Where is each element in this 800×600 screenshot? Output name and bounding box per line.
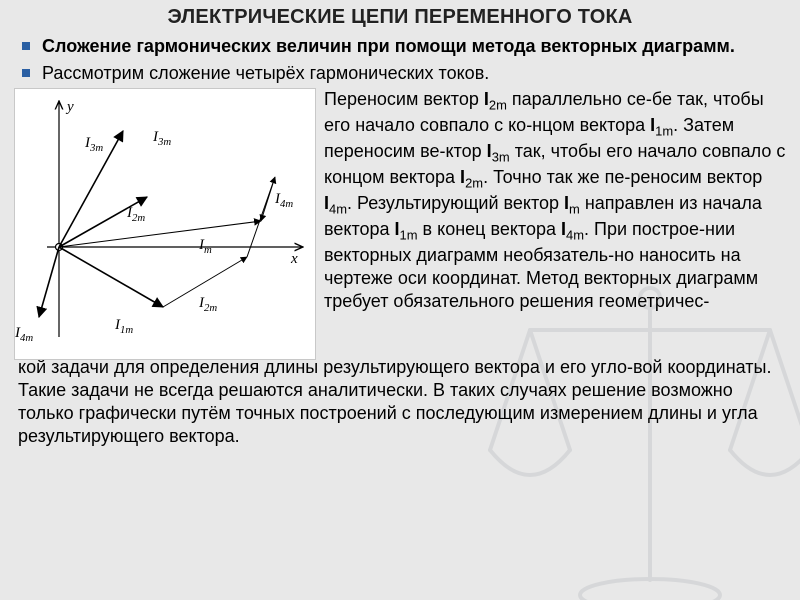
bullet-2: Рассмотрим сложение четырёх гармонически… <box>0 58 800 85</box>
right-paragraph: Переносим вектор I2m параллельно се-бе т… <box>324 88 786 313</box>
vector-label: I3m <box>153 129 171 148</box>
vector-label: I3m <box>85 135 103 154</box>
vector-label: I1m <box>115 317 133 336</box>
bottom-paragraph: кой задачи для определения длины результ… <box>0 356 800 447</box>
slide: ЭЛЕКТРИЧЕСКИЕ ЦЕПИ ПЕРЕМЕННОГО ТОКА Слож… <box>0 0 800 600</box>
vector-label: I4m <box>15 325 33 344</box>
vector-label: Im <box>199 237 212 256</box>
square-bullet-icon <box>22 42 30 50</box>
vector-label: x <box>291 251 298 268</box>
bullet-1-text: Сложение гармонических величин при помощ… <box>42 35 782 58</box>
vector-label: I4m <box>275 191 293 210</box>
vector-label: I2m <box>199 295 217 314</box>
vector-label: I2m <box>127 205 145 224</box>
bullet-1: Сложение гармонических величин при помощ… <box>0 31 800 58</box>
page-title: ЭЛЕКТРИЧЕСКИЕ ЦЕПИ ПЕРЕМЕННОГО ТОКА <box>0 0 800 31</box>
two-column-region: y x I1m I2m I3m I4m I2m I3m I4m Im Переносим вект… <box>0 84 800 360</box>
bullet-2-text: Рассмотрим сложение четырёх гармонически… <box>42 62 782 85</box>
vector-diagram: y x I1m I2m I3m I4m I2m I3m I4m Im <box>14 88 316 360</box>
vector-label: y <box>67 99 74 116</box>
square-bullet-icon <box>22 69 30 77</box>
